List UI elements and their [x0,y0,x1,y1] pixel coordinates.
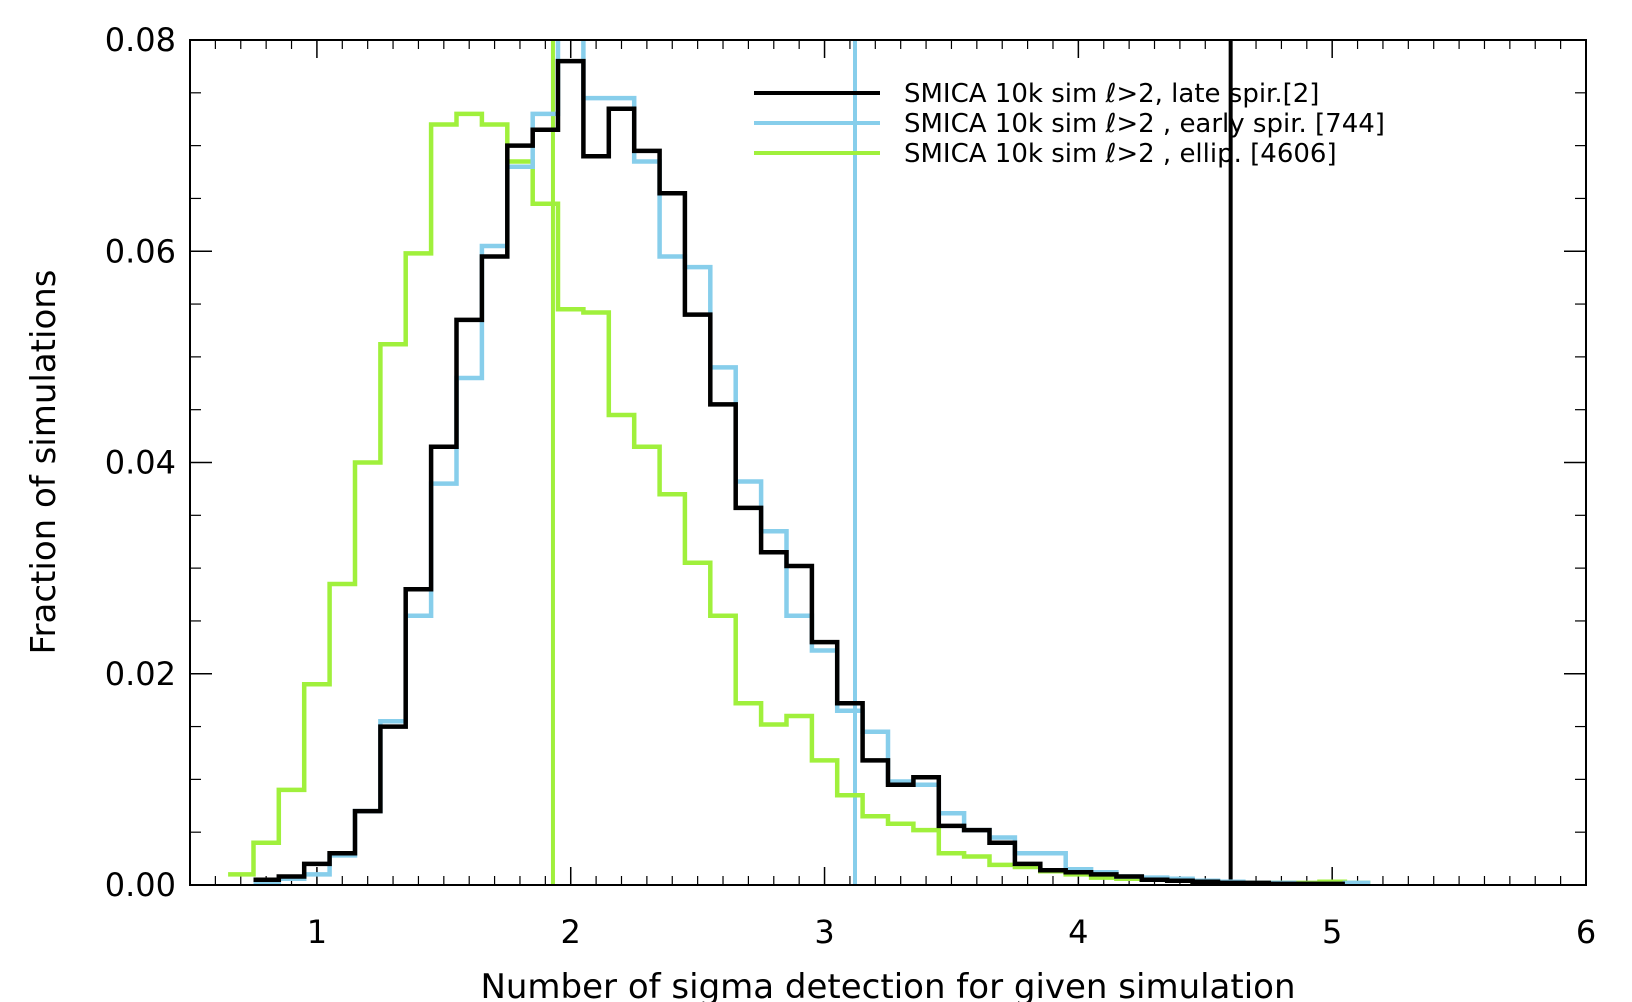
tick-labels: 1 2 3 4 5 6 0.00 0.02 0.04 0.06 0.08 [105,21,1596,951]
y-tick-label: 0.02 [105,655,176,693]
plot-frame [189,39,1587,886]
y-tick-label: 0.08 [105,21,176,59]
y-tick-label: 0.06 [105,232,176,270]
x-tick-label: 3 [814,913,834,951]
legend-label-2: SMICA 10k sim ℓ>2 , ellip. [4606] [904,139,1337,169]
x-tick-label: 1 [307,913,327,951]
legend-label-1: SMICA 10k sim ℓ>2 , early spir. [744] [904,109,1385,139]
legend-label-0: SMICA 10k sim ℓ>2, late spir.[2] [904,79,1319,109]
histogram-series-2 [228,111,1371,885]
y-tick-label: 0.04 [105,444,176,482]
x-tick-label: 2 [561,913,581,951]
series-layer [228,40,1371,885]
x-tick-label: 6 [1576,913,1596,951]
y-axis-title: Fraction of simulations [24,269,64,654]
histogram-series-0 [253,58,1345,885]
legend: SMICA 10k sim ℓ>2, late spir.[2]SMICA 10… [754,79,1385,169]
x-tick-label: 4 [1068,913,1088,951]
x-tick-label: 5 [1322,913,1342,951]
y-tick-label: 0.00 [105,866,176,904]
x-axis-title: Number of sigma detection for given simu… [480,967,1295,1002]
